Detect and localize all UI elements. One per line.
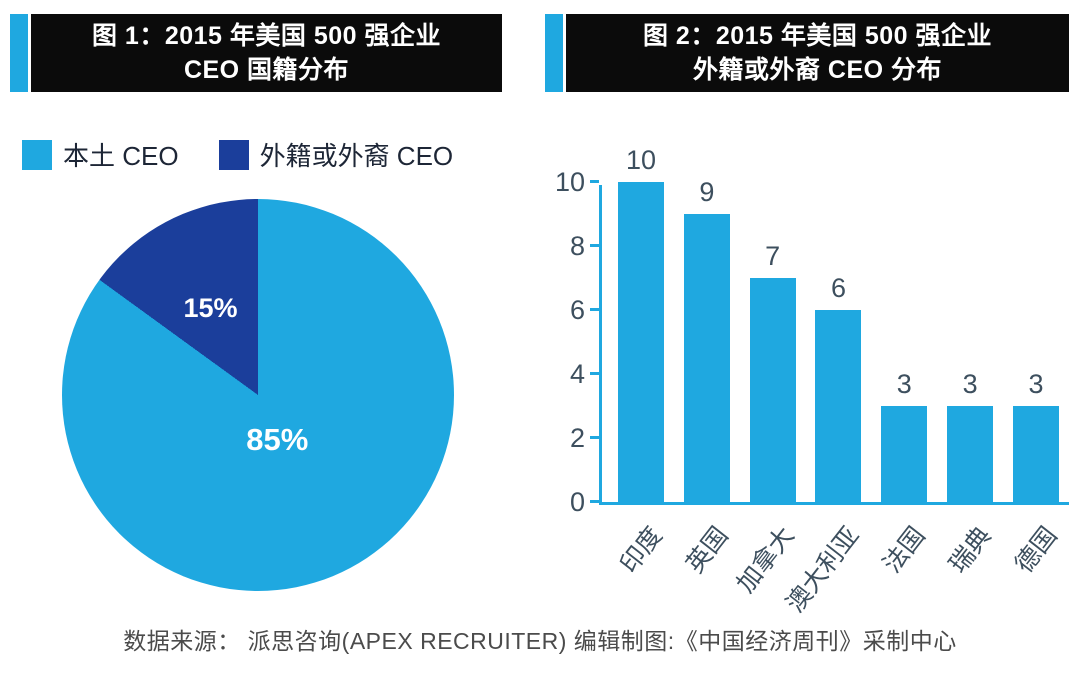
figure1-title-line2: CEO 国籍分布 xyxy=(183,56,350,84)
bar-value-label: 9 xyxy=(699,177,715,207)
bar-value-label: 3 xyxy=(1028,369,1044,399)
bar-column: 6 澳大利亚 xyxy=(782,185,866,618)
bar-value-label: 7 xyxy=(765,241,781,271)
y-tick-label: 10 xyxy=(554,167,585,197)
bar-column: 3 法国 xyxy=(878,185,931,578)
legend-item-foreign: 外籍或外裔 CEO xyxy=(218,136,454,173)
bar-column: 3 德国 xyxy=(1010,185,1063,578)
y-tick-label: 6 xyxy=(569,295,585,325)
y-tick-label: 8 xyxy=(569,231,585,261)
title-accent-bar xyxy=(545,14,563,92)
bar xyxy=(1012,406,1059,502)
bar-value-label: 3 xyxy=(896,369,912,399)
figure1-panel: 图 1：2015 年美国 500 强企业 CEO 国籍分布 本土 CEO 外籍或… xyxy=(10,14,502,591)
bar-value-label: 10 xyxy=(625,145,657,175)
y-tick-mark xyxy=(590,500,599,503)
bar xyxy=(618,182,664,502)
legend-swatch-foreign xyxy=(218,139,249,170)
y-tick-mark xyxy=(590,180,599,183)
bar-category-label: 瑞典 xyxy=(944,521,997,579)
y-tick-label: 4 xyxy=(569,359,585,389)
legend-item-domestic: 本土 CEO xyxy=(22,136,179,173)
pie-slice-label-foreign: 15% xyxy=(183,293,238,324)
bar xyxy=(881,406,928,502)
source-credit: 数据来源： 派思咨询(APEX RECRUITER) 编辑制图:《中国经济周刊》… xyxy=(123,628,957,654)
legend-label-domestic: 本土 CEO xyxy=(63,141,179,171)
y-tick-label: 0 xyxy=(569,487,585,517)
bar-column: 10 印度 xyxy=(615,145,668,578)
bar-column: 3 瑞典 xyxy=(944,185,997,578)
pie-chart xyxy=(62,199,454,591)
legend-label-foreign: 外籍或外裔 CEO xyxy=(259,141,454,171)
bar-category-label: 英国 xyxy=(680,521,734,579)
bar xyxy=(947,406,994,502)
bar-chart: 0 2 4 6 8 10 10 印度 9 英国 7 加拿大 6 澳大利亚 3 法国 3 瑞典 3 德国 xyxy=(545,145,1069,618)
figure2-title-block: 图 2：2015 年美国 500 强企业 外籍或外裔 CEO 分布 xyxy=(545,14,1069,92)
bar-y-axis: 0 2 4 6 8 10 xyxy=(545,167,599,517)
bar-value-label: 6 xyxy=(830,273,846,303)
bar-category-label: 印度 xyxy=(614,521,668,579)
pie-legend: 本土 CEO 外籍或外裔 CEO xyxy=(22,136,502,173)
y-tick-mark xyxy=(590,436,599,439)
bar-column: 7 加拿大 xyxy=(731,185,799,598)
bar-value-label: 3 xyxy=(962,369,978,399)
figure2-title: 图 2：2015 年美国 500 强企业 外籍或外裔 CEO 分布 xyxy=(566,14,1069,92)
pie-slice-label-domestic: 85% xyxy=(246,422,309,458)
bar xyxy=(815,310,862,502)
bar-category-label: 法国 xyxy=(878,521,932,579)
bar xyxy=(683,214,730,502)
pie-chart-area: 15% 85% xyxy=(62,199,454,591)
y-tick-label: 2 xyxy=(569,423,585,453)
legend-swatch-domestic xyxy=(22,139,52,170)
bar-plot: 10 印度 9 英国 7 加拿大 6 澳大利亚 3 法国 3 瑞典 3 德国 xyxy=(599,145,1069,618)
y-tick-mark xyxy=(590,308,599,311)
figure1-title-line1: 图 1：2015 年美国 500 强企业 xyxy=(91,22,441,50)
title-accent-bar xyxy=(10,14,28,92)
y-tick-mark xyxy=(590,244,599,247)
bar-category-label: 德国 xyxy=(1009,521,1063,579)
y-tick-mark xyxy=(590,372,599,375)
figure2-title-line2: 外籍或外裔 CEO 分布 xyxy=(692,56,943,84)
figure1-title-block: 图 1：2015 年美国 500 强企业 CEO 国籍分布 xyxy=(10,14,502,92)
bar xyxy=(749,278,796,502)
figure1-title: 图 1：2015 年美国 500 强企业 CEO 国籍分布 xyxy=(31,14,502,92)
figure2-title-line1: 图 2：2015 年美国 500 强企业 xyxy=(642,22,992,50)
bar-column: 9 英国 xyxy=(681,177,734,578)
